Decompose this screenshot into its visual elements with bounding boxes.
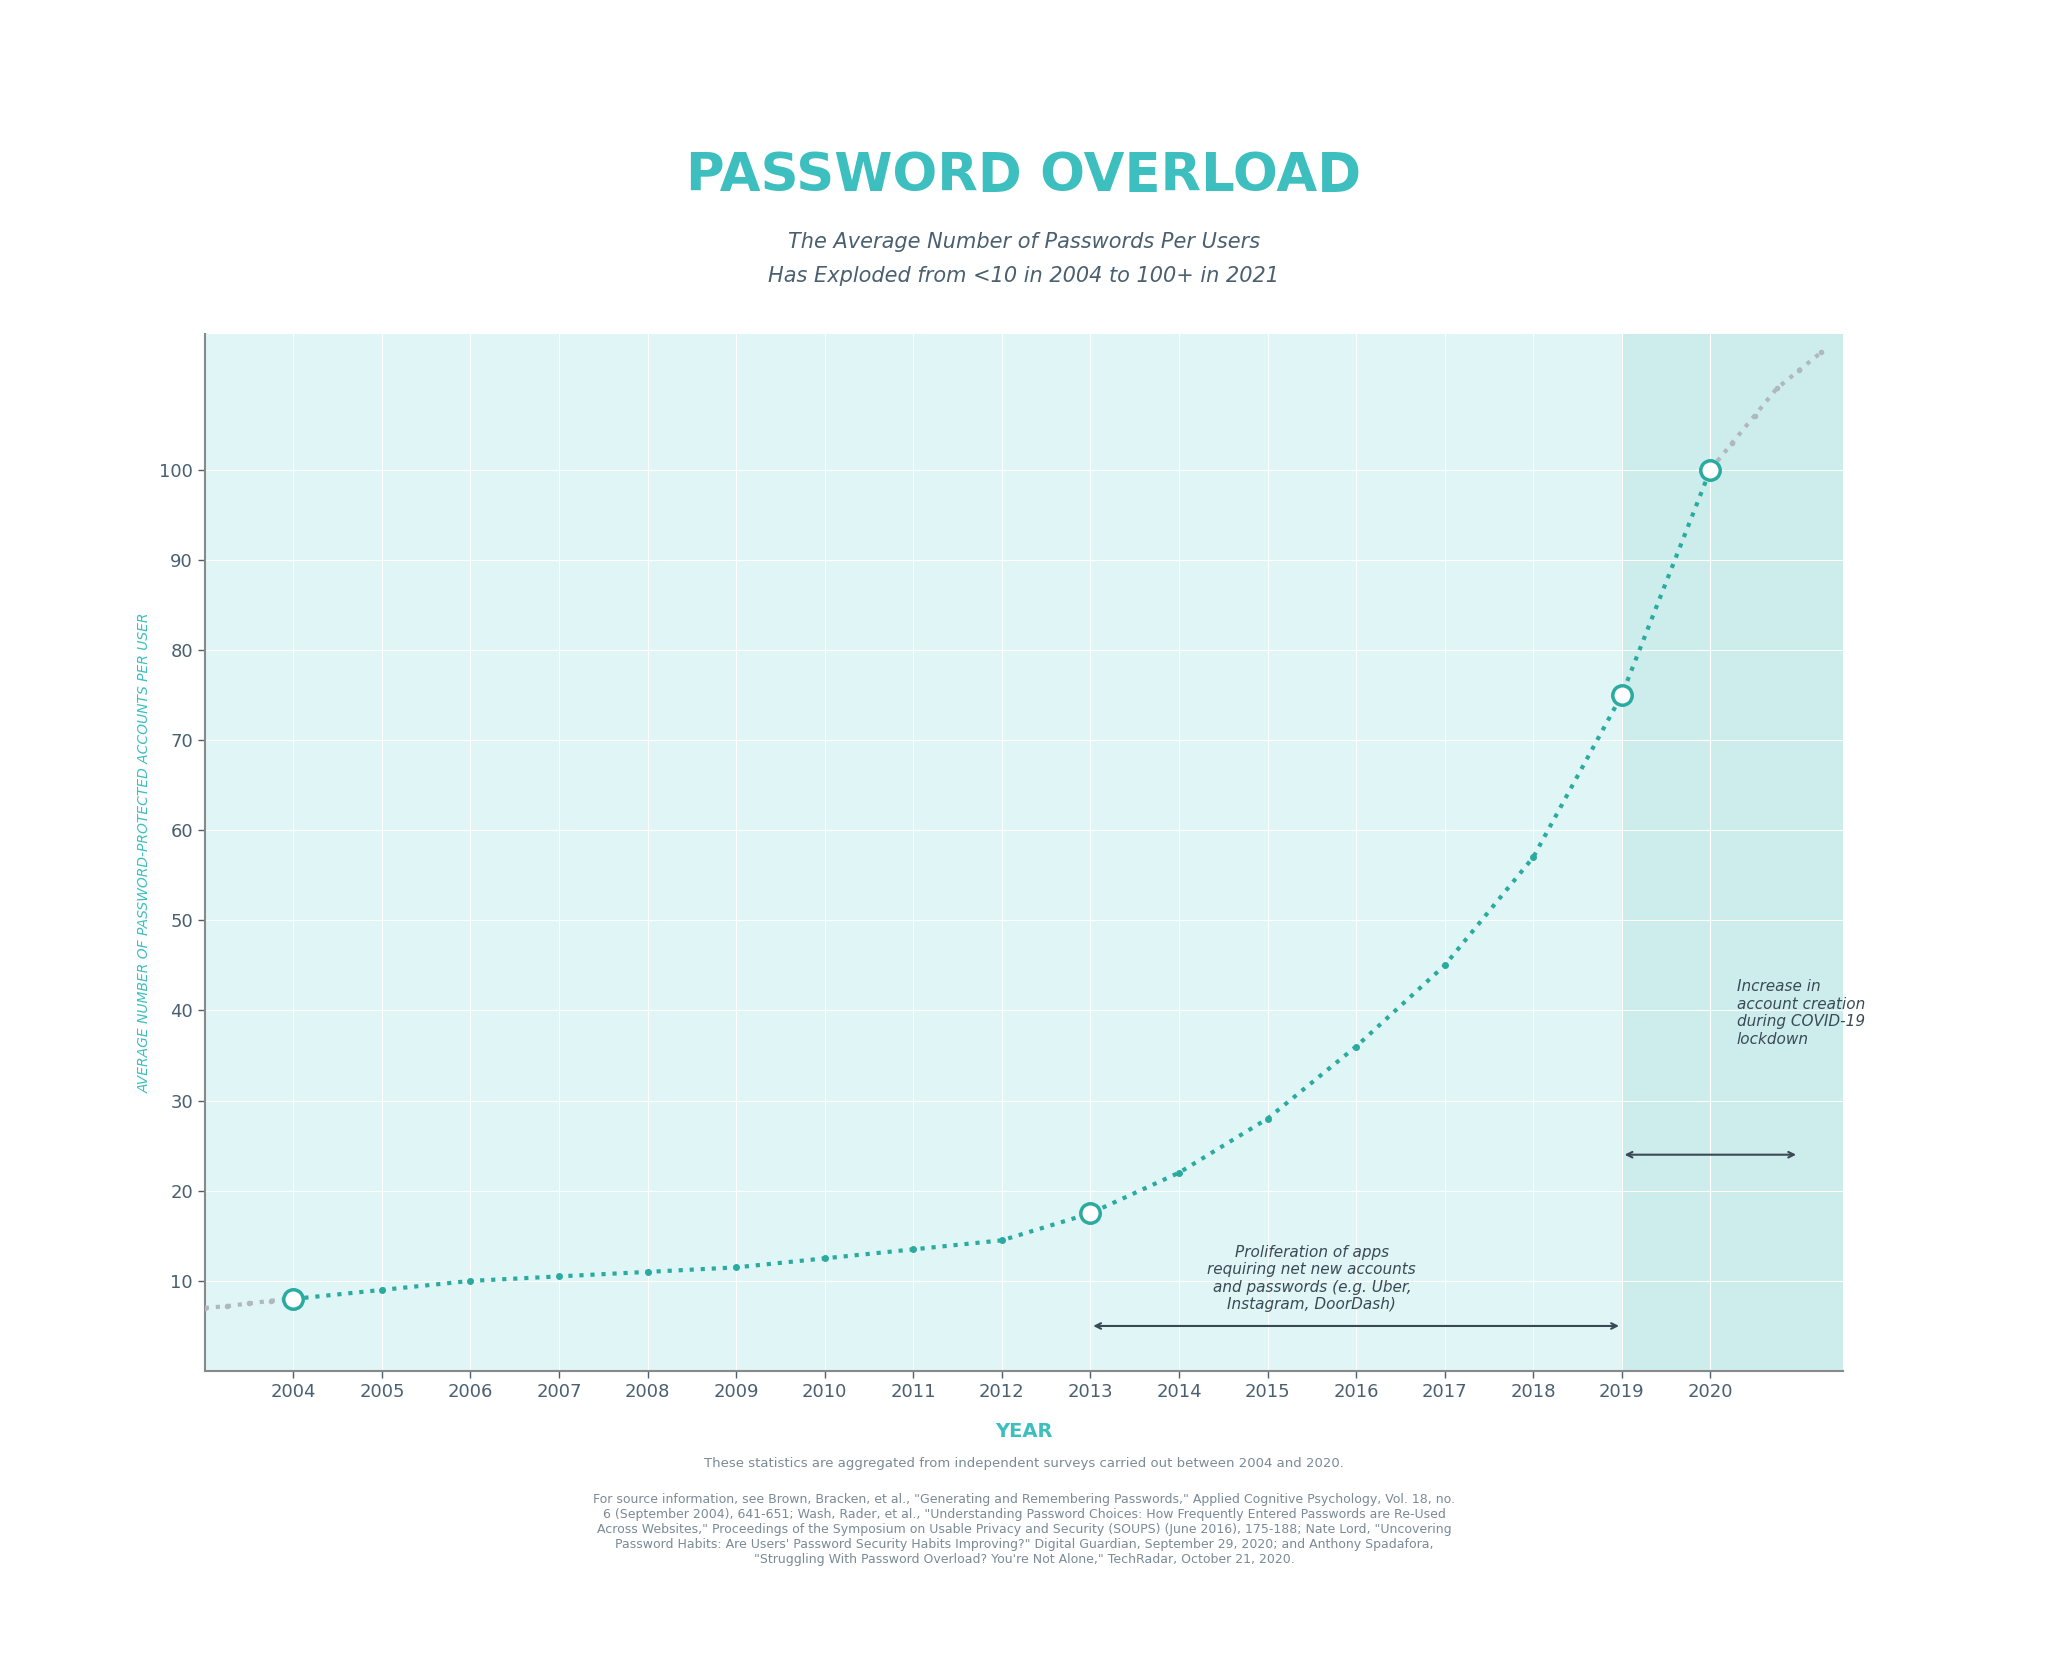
- Y-axis label: AVERAGE NUMBER OF PASSWORD-PROTECTED ACCOUNTS PER USER: AVERAGE NUMBER OF PASSWORD-PROTECTED ACC…: [137, 612, 152, 1093]
- Text: The Average Number of Passwords Per Users: The Average Number of Passwords Per User…: [788, 232, 1260, 252]
- Bar: [1622, 334, 1843, 1371]
- Text: These statistics are aggregated from independent surveys carried out between 200: These statistics are aggregated from ind…: [705, 1456, 1343, 1470]
- Text: Proliferation of apps
requiring net new accounts
and passwords (e.g. Uber,
Insta: Proliferation of apps requiring net new …: [1208, 1246, 1417, 1313]
- Text: PASSWORD OVERLOAD: PASSWORD OVERLOAD: [686, 149, 1362, 202]
- Text: Has Exploded from <10 in 2004 to 100+ in 2021: Has Exploded from <10 in 2004 to 100+ in…: [768, 266, 1280, 286]
- Text: Increase in
account creation
during COVID-19
lockdown: Increase in account creation during COVI…: [1737, 980, 1866, 1047]
- X-axis label: YEAR: YEAR: [995, 1421, 1053, 1441]
- Text: For source information, see Brown, Bracken, et al., "Generating and Remembering : For source information, see Brown, Brack…: [594, 1493, 1454, 1567]
